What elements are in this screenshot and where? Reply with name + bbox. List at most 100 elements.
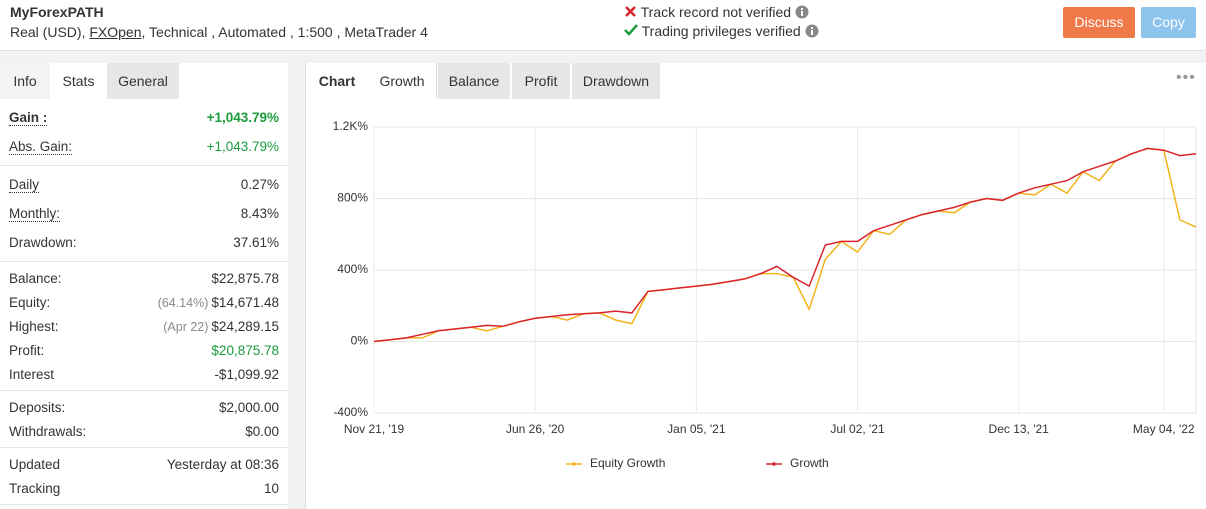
account-type: Real (USD), — [10, 24, 86, 40]
y-tick-label: 400% — [337, 262, 368, 276]
stat-value-wrap: -$1,099.92 — [214, 367, 279, 382]
x-tick-label: Dec 13, '21 — [989, 422, 1050, 436]
account-details: , Technical , Automated , 1:500 , MetaTr… — [141, 24, 428, 40]
stat-value-wrap: 0.27% — [241, 177, 279, 192]
stat-label: Daily — [9, 176, 40, 193]
tab[interactable]: Balance — [438, 63, 510, 99]
stats-row: Deposits: $2,000.00 — [0, 395, 288, 419]
stats-row: Drawdown: 37.61% — [0, 228, 288, 257]
legend-dot — [572, 462, 576, 466]
menu-dots[interactable]: ••• — [1176, 69, 1196, 86]
stats-row: Profit: $20,875.78 — [0, 338, 288, 362]
stats-group: Gain : +1,043.79% Abs. Gain: +1,043.79% — [0, 99, 288, 166]
check-icon — [624, 24, 638, 36]
stat-value: $24,289.15 — [211, 318, 279, 334]
stat-value-wrap: 37.61% — [233, 235, 279, 250]
account-info: Real (USD), FXOpen, Technical , Automate… — [10, 24, 428, 40]
info-icon[interactable] — [805, 24, 819, 38]
stats-list: Gain : +1,043.79% Abs. Gain: +1,043.79% Dail… — [0, 99, 288, 505]
stat-note: (64.14%) — [157, 295, 209, 310]
stats-row: Highest: (Apr 22) $24,289.15 — [0, 314, 288, 338]
stat-label: Highest: — [9, 318, 59, 334]
stats-row: Interest -$1,099.92 — [0, 362, 288, 386]
stats-row: Abs. Gain: +1,043.79% — [0, 132, 288, 161]
tab[interactable]: Profit — [512, 63, 570, 99]
stat-value-wrap: Yesterday at 08:36 — [167, 457, 279, 472]
stat-value: Yesterday at 08:36 — [166, 456, 279, 472]
stat-value-wrap: $0.00 — [245, 424, 279, 439]
tab[interactable]: Drawdown — [572, 63, 660, 99]
tab[interactable]: Growth — [368, 63, 437, 99]
y-tick-label: 1.2K% — [333, 119, 369, 133]
tab[interactable]: General — [107, 63, 179, 99]
stat-value: 8.43% — [240, 206, 279, 221]
stat-value: 37.61% — [233, 235, 279, 250]
stat-value-wrap: (Apr 22) $24,289.15 — [163, 319, 279, 334]
stat-label: Tracking — [9, 480, 61, 496]
x-tick-label: May 04, '22 — [1133, 422, 1195, 436]
legend-label: Growth — [790, 456, 829, 470]
stat-label: Withdrawals: — [9, 423, 87, 439]
y-tick-label: 800% — [337, 191, 368, 205]
stat-value: $14,671.48 — [211, 294, 279, 310]
header: MyForexPATH Real (USD), FXOpen, Technica… — [0, 0, 1206, 51]
stat-value-wrap: +1,043.79% — [207, 110, 279, 125]
stat-label: Drawdown: — [9, 235, 77, 250]
x-tick-label: Jun 26, '20 — [506, 422, 565, 436]
tab[interactable]: Info — [0, 63, 50, 99]
broker-link[interactable]: FXOpen — [89, 24, 142, 40]
stats-panel: Info Stats General Gain : +1,043.79% Abs. … — [0, 63, 288, 509]
stat-value-wrap: 10 — [264, 481, 279, 496]
stat-value: -$1,099.92 — [214, 366, 279, 382]
chart: -400% 0% 400% 800% 1.2K% Nov 21, '19 Jun 26, '… — [333, 119, 1197, 470]
stat-label: Gain : — [9, 109, 48, 126]
stats-row: Gain : +1,043.79% — [0, 103, 288, 132]
stat-value-wrap: (64.14%) $14,671.48 — [158, 295, 279, 310]
stat-label: Profit: — [9, 342, 45, 358]
x-tick-label: Jan 05, '21 — [667, 422, 726, 436]
stats-group: Daily 0.27% Monthly: 8.43% Drawdown: 37.61% — [0, 166, 288, 262]
stat-value-wrap: $22,875.78 — [211, 271, 279, 286]
stats-row: Tracking 10 — [0, 476, 288, 500]
stat-label: Deposits: — [9, 399, 66, 415]
copy-button[interactable]: Copy — [1141, 7, 1196, 38]
stat-value: $22,875.78 — [211, 270, 279, 286]
chart-panel: Chart Growth Balance Profit Drawdown •••… — [305, 63, 1206, 509]
stat-value: $2,000.00 — [218, 399, 279, 415]
x-tick-label: Jul 02, '21 — [830, 422, 885, 436]
x-tick-label: Nov 21, '19 — [344, 422, 405, 436]
stats-row: Monthly: 8.43% — [0, 199, 288, 228]
status-unverified: Track record not verified — [624, 4, 809, 20]
tab[interactable]: Chart — [306, 63, 368, 99]
legend-label: Equity Growth — [590, 456, 665, 470]
tab[interactable]: Stats — [50, 63, 107, 99]
stat-value-wrap: 8.43% — [241, 206, 279, 221]
stat-label: Interest — [9, 366, 55, 382]
discuss-button[interactable]: Discuss — [1063, 7, 1135, 38]
series-line — [373, 147, 1197, 343]
status-text: Trading privileges verified — [641, 23, 801, 39]
stat-value: +1,043.79% — [206, 139, 279, 154]
stat-value: 10 — [263, 480, 279, 496]
stat-value-wrap: +1,043.79% — [207, 139, 279, 154]
stat-value: +1,043.79% — [206, 110, 279, 125]
info-icon[interactable] — [795, 5, 809, 19]
stats-row: Balance: $22,875.78 — [0, 266, 288, 290]
stat-value-wrap: $20,875.78 — [211, 343, 279, 358]
stat-label: Monthly: — [9, 205, 61, 222]
stats-row: Withdrawals: $0.00 — [0, 419, 288, 443]
legend-dot — [772, 462, 776, 466]
system-title: MyForexPATH — [10, 4, 104, 20]
stat-value: $0.00 — [245, 423, 279, 439]
stat-value: 0.27% — [240, 177, 279, 192]
y-tick-label: -400% — [333, 405, 368, 419]
stat-value: $20,875.78 — [211, 342, 279, 358]
stat-label: Abs. Gain: — [9, 138, 73, 155]
status-verified: Trading privileges verified — [624, 23, 819, 39]
stat-label: Updated — [9, 456, 61, 472]
stat-value-wrap: $2,000.00 — [219, 400, 279, 415]
stats-row: Equity: (64.14%) $14,671.48 — [0, 290, 288, 314]
stat-label: Balance: — [9, 270, 62, 286]
stats-row: Updated Yesterday at 08:36 — [0, 452, 288, 476]
